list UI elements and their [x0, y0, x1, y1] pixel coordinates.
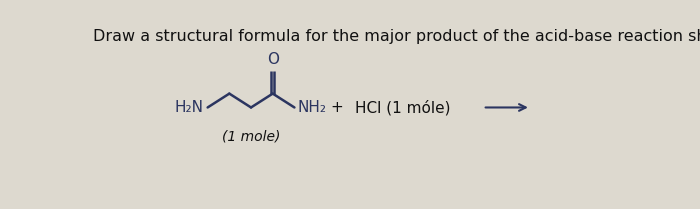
Text: +: + — [330, 100, 344, 115]
Text: O: O — [267, 52, 279, 68]
Text: (1 mole): (1 mole) — [222, 129, 280, 143]
Text: Draw a structural formula for the major product of the acid-base reaction shown.: Draw a structural formula for the major … — [93, 29, 700, 44]
Text: HCl (1 móle): HCl (1 móle) — [355, 100, 450, 115]
Text: H₂N: H₂N — [175, 100, 204, 115]
Text: NH₂: NH₂ — [298, 100, 326, 115]
